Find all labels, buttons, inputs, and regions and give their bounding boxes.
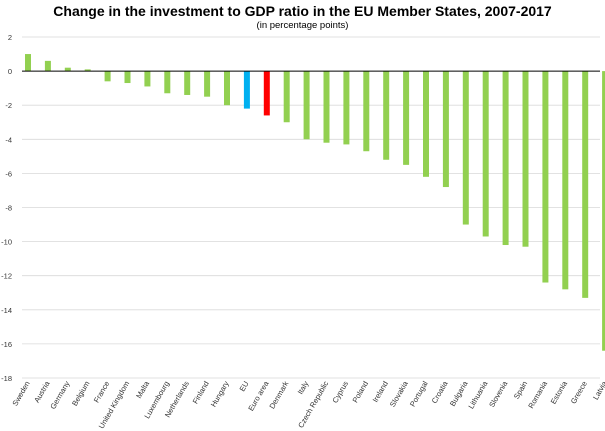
x-category-label: Cyprus	[330, 379, 350, 404]
bar-spain	[522, 71, 529, 247]
x-category-label: Latvia	[591, 379, 605, 402]
chart-title: Change in the investment to GDP ratio in…	[53, 3, 552, 19]
x-category-label: Finland	[191, 380, 211, 406]
bar-croatia	[442, 71, 449, 188]
bar-luxembourg	[164, 71, 171, 94]
x-category-label: Sweden	[10, 380, 31, 408]
x-category-label: EU	[238, 380, 251, 394]
x-category-label: Malta	[134, 379, 151, 400]
x-category-label: Italy	[296, 379, 311, 396]
bar-eu	[243, 71, 250, 109]
y-tick-label: -6	[5, 169, 12, 178]
bar-finland	[204, 71, 211, 97]
y-tick-label: 2	[8, 33, 12, 42]
gridlines	[22, 36, 600, 379]
bar-latvia	[602, 71, 605, 351]
bar-austria	[44, 60, 51, 72]
x-category-label: France	[92, 380, 111, 405]
y-tick-label: -10	[1, 238, 12, 247]
x-category-label: Denmark	[267, 379, 290, 410]
bar-france	[104, 71, 111, 82]
bar-portugal	[423, 71, 429, 177]
bar-hungary	[224, 71, 230, 106]
y-tick-label: -14	[1, 306, 12, 315]
bar-sweden	[25, 54, 31, 72]
x-category-label: Ireland	[371, 380, 390, 404]
x-category-label: Estonia	[549, 379, 570, 406]
x-category-label: Croatia	[430, 379, 450, 405]
x-category-label: Romania	[526, 379, 549, 410]
x-category-label: Spain	[512, 380, 529, 401]
bar-poland	[363, 71, 370, 152]
bar-slovakia	[403, 71, 410, 165]
x-category-label: Belgium	[70, 380, 91, 408]
x-category-label: Hungary	[209, 379, 231, 408]
x-category-label: Germany	[48, 379, 71, 410]
x-category-label: Greece	[569, 380, 589, 406]
y-tick-label: -8	[5, 204, 12, 213]
bar-estonia	[562, 71, 569, 290]
bar-united-kingdom	[124, 71, 131, 84]
bar-cyprus	[343, 71, 350, 145]
bar-lithuania	[482, 71, 489, 237]
x-category-label: Lithuania	[466, 379, 489, 411]
x-category-label: Austria	[32, 379, 52, 404]
bars	[25, 54, 605, 351]
x-category-label: Portugal	[408, 379, 430, 408]
y-tick-label: -16	[1, 340, 12, 349]
bar-belgium	[84, 69, 91, 72]
bar-italy	[303, 71, 310, 140]
bar-slovenia	[502, 71, 509, 246]
x-category-label: Bulgaria	[448, 379, 470, 408]
bar-denmark	[283, 71, 290, 123]
y-axis-tick-labels: 2 0 -2 -4 -6 -8 -10 -12 -14 -16 -18	[1, 33, 12, 383]
x-category-label: Poland	[351, 380, 370, 405]
y-tick-label: 0	[8, 67, 12, 76]
bar-romania	[542, 71, 549, 283]
bar-germany	[64, 67, 71, 72]
bar-czech-republic	[323, 71, 330, 143]
y-tick-label: -2	[5, 101, 12, 110]
bar-ireland	[383, 71, 390, 160]
bar-malta	[144, 71, 151, 87]
bar-euro-area	[263, 71, 270, 116]
y-tick-label: -4	[5, 135, 12, 144]
y-tick-label: -18	[1, 374, 12, 383]
bar-netherlands	[184, 71, 191, 95]
bar-bulgaria	[462, 71, 469, 225]
bar-greece	[582, 71, 589, 298]
x-category-label: Slovenia	[487, 379, 510, 409]
y-tick-label: -12	[1, 272, 12, 281]
chart-subtitle: (in percentage points)	[256, 20, 349, 31]
